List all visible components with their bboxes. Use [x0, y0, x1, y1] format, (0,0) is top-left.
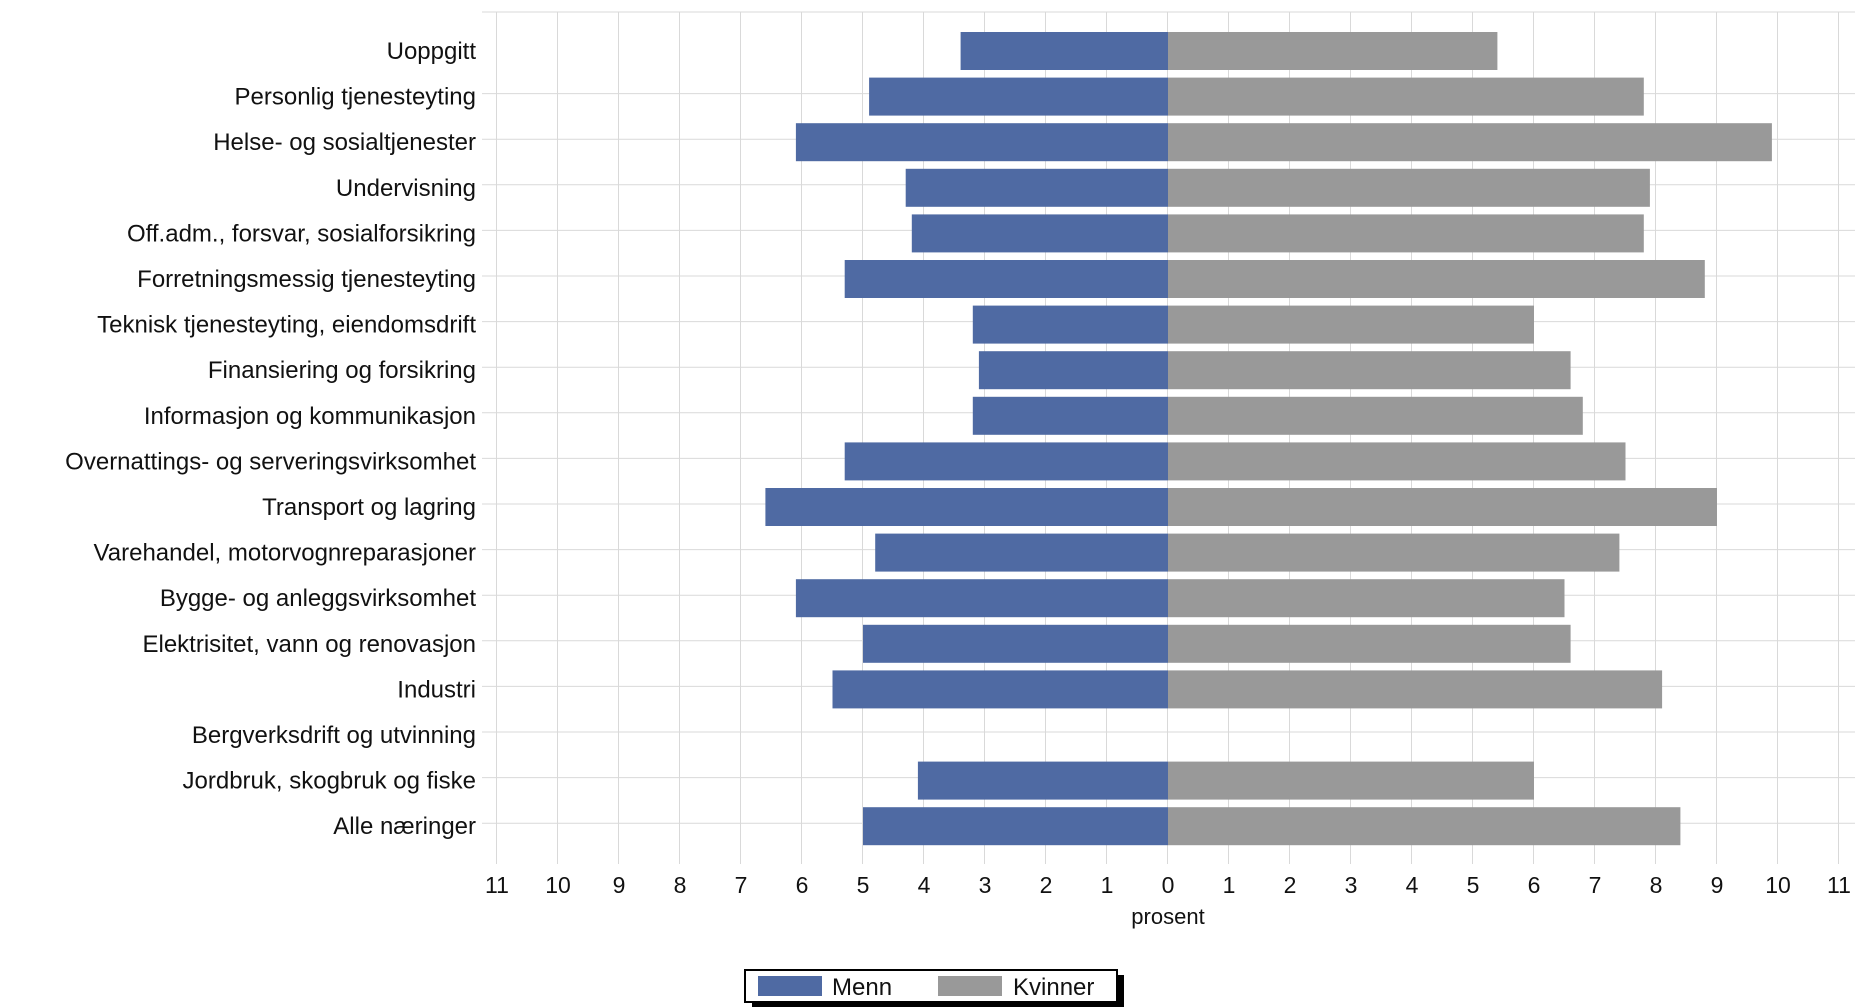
category-label-uoppgitt: Uoppgitt — [387, 38, 477, 65]
category-label-alle-n-ringer: Alle næringer — [333, 813, 476, 840]
x-tick-label: 0 — [1162, 872, 1175, 898]
bar-kvinner-varehandel-motorvognreparasjoner — [1168, 533, 1620, 572]
bar-kvinner-teknisk-tjenesteyting-eiendomsdrift — [1168, 305, 1534, 344]
legend: Menn Kvinner — [744, 969, 1124, 1007]
bar-menn-jordbruk-skogbruk-og-fiske — [917, 761, 1168, 800]
bar-menn-uoppgitt — [960, 32, 1168, 70]
x-tick-label: 10 — [1765, 872, 1791, 898]
category-label-elektrisitet-vann-og-renovasjon: Elektrisitet, vann og renovasjon — [142, 631, 476, 658]
bar-menn-teknisk-tjenesteyting-eiendomsdrift — [972, 305, 1168, 344]
category-label-undervisning: Undervisning — [336, 175, 476, 202]
bar-menn-helse-og-sosialtjenester — [795, 123, 1168, 162]
bar-menn-finansiering-og-forsikring — [978, 351, 1168, 390]
x-tick-label: 11 — [485, 872, 509, 898]
x-tick-label: 2 — [1040, 872, 1053, 898]
bar-kvinner-overnattings-og-serveringsvirksomhet — [1168, 442, 1626, 481]
category-label-overnattings-og-serveringsvirksomhet: Overnattings- og serveringsvirksomhet — [65, 448, 476, 475]
bar-kvinner-jordbruk-skogbruk-og-fiske — [1168, 761, 1534, 800]
category-label-transport-og-lagring: Transport og lagring — [262, 494, 476, 521]
category-label-industri: Industri — [397, 676, 476, 703]
bar-kvinner-transport-og-lagring — [1168, 488, 1717, 526]
x-tick-label: 9 — [1711, 872, 1724, 898]
category-label-finansiering-og-forsikring: Finansiering og forsikring — [208, 357, 476, 384]
bar-menn-varehandel-motorvognreparasjoner — [875, 533, 1168, 572]
x-tick-label: 11 — [1827, 872, 1851, 898]
bar-kvinner-bygge-og-anleggsvirksomhet — [1168, 579, 1565, 618]
bar-kvinner-off-adm-forsvar-sosialforsikring — [1168, 214, 1644, 253]
x-tick-label: 4 — [1406, 872, 1419, 898]
bar-menn-industri — [832, 670, 1168, 709]
x-tick-label: 5 — [1467, 872, 1480, 898]
x-tick-label: 1 — [1223, 872, 1236, 898]
x-tick-label: 1 — [1101, 872, 1114, 898]
bar-kvinner-forretningsmessig-tjenesteyting — [1168, 260, 1705, 298]
x-tick-label: 6 — [796, 872, 809, 898]
legend-swatch-kvinner — [938, 976, 1002, 996]
category-label-bygge-og-anleggsvirksomhet: Bygge- og anleggsvirksomhet — [160, 585, 477, 612]
bar-kvinner-helse-og-sosialtjenester — [1168, 123, 1772, 162]
bar-kvinner-undervisning — [1168, 168, 1650, 207]
bar-kvinner-elektrisitet-vann-og-renovasjon — [1168, 624, 1571, 663]
legend-label-kvinner: Kvinner — [1013, 974, 1094, 1001]
category-label-informasjon-og-kommunikasjon: Informasjon og kommunikasjon — [144, 403, 476, 430]
bar-kvinner-alle-n-ringer — [1168, 807, 1681, 846]
bar-menn-forretningsmessig-tjenesteyting — [844, 260, 1168, 298]
x-tick-label: 8 — [674, 872, 687, 898]
x-tick-label: 3 — [979, 872, 992, 898]
category-label-forretningsmessig-tjenesteyting: Forretningsmessig tjenesteyting — [137, 266, 476, 293]
bars — [765, 32, 1772, 846]
bar-menn-bygge-og-anleggsvirksomhet — [795, 579, 1168, 618]
x-tick-label: 7 — [735, 872, 748, 898]
bar-menn-personlig-tjenesteyting — [869, 77, 1168, 116]
category-label-personlig-tjenesteyting: Personlig tjenesteyting — [235, 84, 476, 111]
bar-kvinner-finansiering-og-forsikring — [1168, 351, 1571, 390]
bar-kvinner-uoppgitt — [1168, 32, 1498, 70]
x-tick-label: 8 — [1650, 872, 1663, 898]
x-axis-ticks: 11 10 9 8 7 6 5 4 3 2 1 0 1 2 3 4 5 6 7 8 9 10 11 — [485, 872, 1851, 898]
bar-menn-overnattings-og-serveringsvirksomhet — [844, 442, 1168, 481]
category-label-helse-og-sosialtjenester: Helse- og sosialtjenester — [213, 129, 476, 156]
bar-kvinner-informasjon-og-kommunikasjon — [1168, 396, 1583, 435]
bar-menn-alle-n-ringer — [863, 807, 1168, 846]
x-tick-label: 2 — [1284, 872, 1297, 898]
x-tick-label: 6 — [1528, 872, 1541, 898]
bar-menn-informasjon-og-kommunikasjon — [972, 396, 1168, 435]
category-labels: Uoppgitt Personlig tjenesteyting Helse- og… — [65, 38, 476, 840]
legend-swatch-menn — [758, 976, 822, 996]
x-tick-label: 9 — [613, 872, 626, 898]
x-tick-label: 3 — [1345, 872, 1358, 898]
category-label-varehandel-motorvognreparasjoner: Varehandel, motorvognreparasjoner — [94, 540, 476, 567]
bar-menn-elektrisitet-vann-og-renovasjon — [863, 624, 1168, 663]
category-label-teknisk-tjenesteyting-eiendomsdrift: Teknisk tjenesteyting, eiendomsdrift — [97, 312, 476, 339]
legend-label-menn: Menn — [832, 974, 892, 1001]
x-tick-label: 10 — [545, 872, 571, 898]
category-label-bergverksdrift-og-utvinning: Bergverksdrift og utvinning — [192, 722, 476, 749]
category-label-off-adm-forsvar-sosialforsikring: Off.adm., forsvar, sosialforsikring — [127, 220, 476, 247]
bar-menn-undervisning — [905, 168, 1168, 207]
bar-kvinner-personlig-tjenesteyting — [1168, 77, 1644, 116]
x-tick-label: 7 — [1589, 872, 1602, 898]
bar-menn-off-adm-forsvar-sosialforsikring — [911, 214, 1168, 253]
bar-menn-transport-og-lagring — [765, 488, 1168, 526]
bar-kvinner-industri — [1168, 670, 1663, 709]
x-tick-label: 5 — [857, 872, 870, 898]
x-tick-label: 4 — [918, 872, 931, 898]
category-label-jordbruk-skogbruk-og-fiske: Jordbruk, skogbruk og fiske — [183, 768, 476, 795]
x-axis-title: prosent — [1131, 904, 1204, 929]
